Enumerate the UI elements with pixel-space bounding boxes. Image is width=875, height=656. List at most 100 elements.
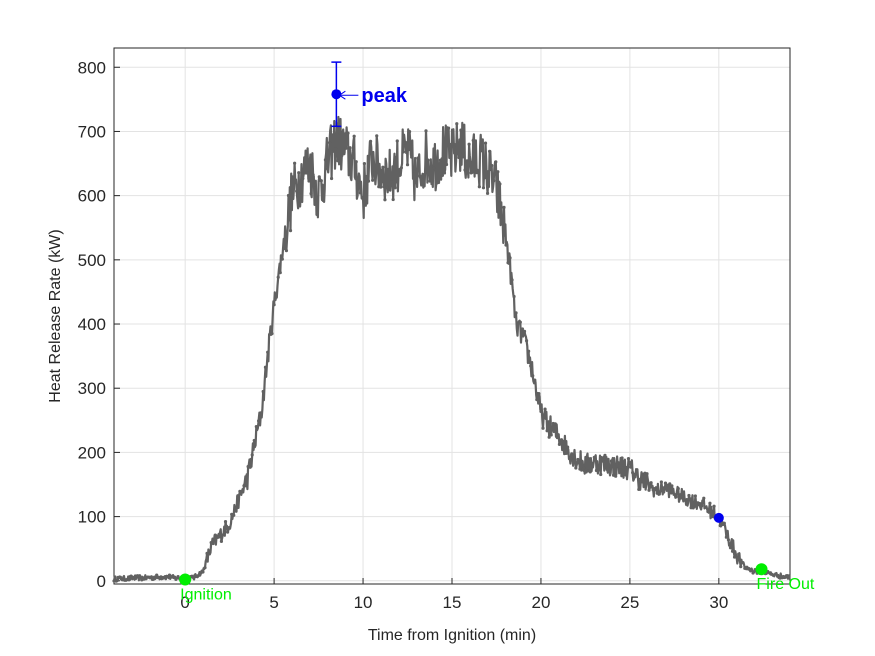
- series-point: [594, 468, 599, 473]
- series-point: [389, 180, 393, 184]
- series-point: [637, 487, 641, 492]
- series-point: [311, 173, 315, 177]
- series-point: [211, 541, 215, 546]
- series-point: [221, 533, 226, 537]
- series-point: [469, 171, 473, 175]
- series-point: [346, 131, 350, 135]
- series-point: [217, 535, 221, 539]
- series-point: [647, 488, 651, 492]
- marker-point: [755, 563, 768, 576]
- series-point: [741, 561, 745, 565]
- series-point: [228, 526, 232, 530]
- series-point: [201, 570, 205, 574]
- series-point: [724, 535, 728, 539]
- series-point: [737, 552, 741, 556]
- series-point: [354, 160, 358, 164]
- series-point: [397, 168, 401, 172]
- series-point: [706, 509, 710, 514]
- series-point: [492, 179, 496, 183]
- series-point: [150, 577, 155, 581]
- x-axis-label: Time from Ignition (min): [368, 627, 536, 644]
- series-point: [574, 466, 578, 470]
- series-point: [676, 487, 680, 491]
- series-point: [379, 185, 383, 189]
- series-point: [555, 435, 559, 440]
- series-point: [465, 159, 469, 163]
- series-point: [463, 168, 467, 172]
- series-point: [416, 156, 420, 160]
- series-point: [174, 577, 178, 581]
- series-point: [148, 575, 152, 579]
- series-point: [645, 472, 649, 476]
- x-tick-label: 30: [709, 593, 728, 612]
- series-point: [698, 501, 702, 506]
- series-point: [549, 433, 553, 437]
- series-point: [340, 153, 344, 158]
- y-tick-label: 700: [78, 122, 106, 141]
- series-point: [278, 271, 282, 275]
- series-point: [541, 426, 545, 430]
- series-point: [702, 496, 706, 500]
- x-tick-label: 5: [269, 593, 278, 612]
- series-point: [506, 261, 510, 265]
- series-point: [537, 391, 541, 396]
- series-point: [301, 176, 305, 181]
- series-point: [786, 574, 791, 578]
- series-point: [254, 424, 258, 429]
- series-point: [553, 422, 557, 426]
- series-point: [782, 575, 786, 580]
- series-point: [477, 185, 481, 189]
- series-point: [364, 174, 369, 179]
- series-point: [446, 126, 451, 130]
- series-point: [483, 141, 488, 145]
- series-point: [430, 164, 434, 168]
- series-point: [155, 573, 159, 577]
- series-point: [649, 481, 653, 485]
- series-point: [471, 138, 475, 143]
- series-point: [614, 474, 618, 478]
- series-point: [672, 492, 676, 496]
- series-point: [223, 520, 228, 524]
- series-point: [399, 166, 403, 170]
- series-point: [488, 149, 492, 153]
- series-point: [504, 243, 508, 247]
- series-point: [405, 163, 410, 167]
- series-point: [522, 329, 527, 333]
- series-point: [373, 171, 377, 175]
- series-point: [712, 504, 716, 508]
- series-point: [653, 488, 657, 492]
- y-axis-ticks: 0 100 200 300 400 500 600 700 800: [78, 58, 120, 591]
- series-point: [138, 574, 142, 578]
- series-point: [252, 438, 256, 443]
- series-point: [609, 459, 613, 463]
- series-point: [603, 453, 607, 457]
- y-tick-label: 500: [78, 251, 106, 270]
- series-point: [453, 143, 457, 147]
- y-axis-label: Heat Release Rate (kW): [47, 229, 64, 402]
- series-point: [490, 163, 494, 168]
- series-point: [473, 149, 477, 153]
- series-point: [207, 552, 211, 556]
- series-point: [728, 546, 733, 550]
- series-point: [385, 185, 389, 189]
- series-point: [545, 429, 549, 433]
- series-point: [172, 575, 176, 580]
- series-point: [776, 573, 780, 578]
- series-point: [457, 155, 461, 160]
- series-point: [700, 504, 704, 508]
- series-point: [350, 156, 354, 160]
- series-point: [410, 155, 414, 159]
- series-point: [248, 465, 252, 469]
- series-point: [383, 198, 387, 202]
- series-point: [496, 170, 500, 174]
- marker-point: [331, 89, 342, 100]
- series-point: [305, 171, 309, 175]
- x-tick-label: 0: [180, 593, 189, 612]
- series-point: [485, 191, 490, 195]
- series-point: [631, 471, 635, 475]
- series-point: [572, 456, 576, 461]
- x-axis-ticks: 0 5 10 15 20 25 30: [180, 578, 728, 612]
- series-point: [670, 484, 674, 488]
- series-point: [618, 468, 622, 472]
